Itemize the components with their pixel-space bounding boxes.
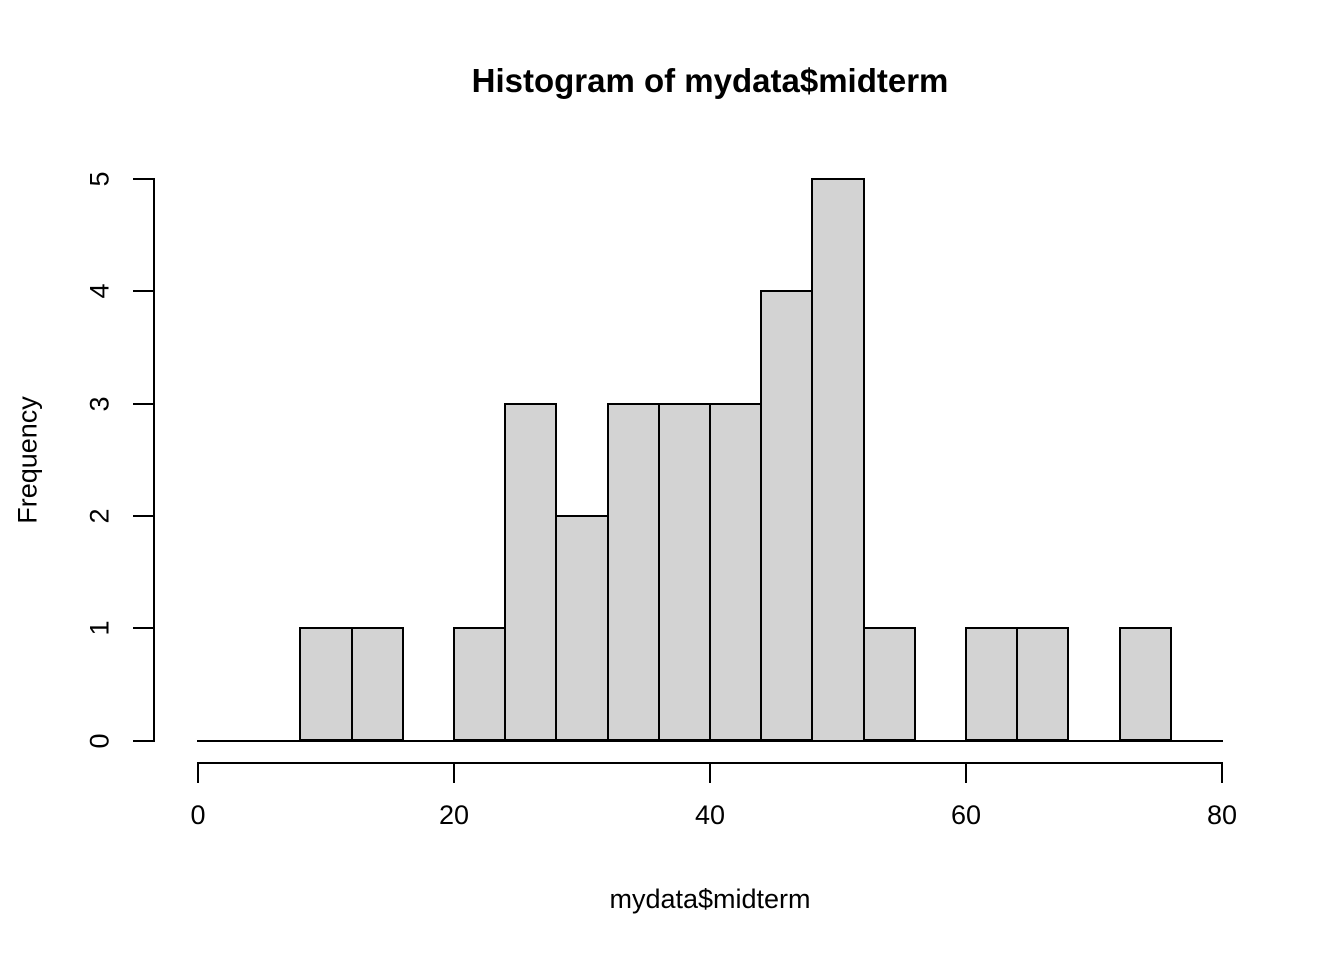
histogram-bar	[709, 402, 763, 742]
y-tick	[133, 402, 153, 405]
x-tick	[453, 762, 455, 783]
x-tick	[709, 762, 711, 783]
y-tick-label: 5	[84, 171, 115, 187]
x-tick-label: 80	[1206, 800, 1238, 830]
histogram-bar	[606, 402, 660, 742]
y-tick-label: 2	[84, 508, 115, 524]
histogram-bar	[299, 627, 353, 742]
baseline	[197, 739, 1223, 742]
y-axis-line	[153, 178, 155, 742]
histogram-bar	[657, 402, 711, 742]
histogram-bar	[1016, 627, 1070, 742]
histogram-bar	[453, 627, 507, 742]
histogram-bar	[555, 514, 609, 742]
x-tick-label: 0	[190, 800, 206, 830]
y-tick-label: 3	[84, 396, 115, 412]
y-tick	[133, 514, 153, 517]
y-tick-label: 0	[84, 732, 115, 749]
x-tick	[965, 762, 967, 783]
histogram-bar	[1118, 627, 1172, 742]
x-tick-label: 20	[438, 800, 470, 830]
histogram-bar	[811, 178, 865, 742]
chart-title: Histogram of mydata$midterm	[471, 62, 949, 99]
x-tick	[197, 762, 199, 783]
histogram-bar	[965, 627, 1019, 742]
histogram-bar	[862, 627, 916, 742]
y-tick-label: 1	[84, 620, 115, 636]
y-tick-label: 4	[84, 283, 115, 299]
histogram-bar	[350, 627, 404, 742]
histogram-bar	[760, 290, 814, 742]
x-tick-label: 40	[694, 800, 726, 830]
x-tick-label: 60	[950, 800, 982, 830]
histogram-bar	[504, 402, 558, 742]
x-tick	[1221, 762, 1223, 783]
y-tick	[133, 178, 153, 180]
y-tick	[133, 739, 153, 742]
x-axis-title: mydata$midterm	[609, 884, 811, 914]
y-tick	[133, 627, 153, 630]
y-axis-title: Frequency	[12, 396, 43, 524]
y-tick	[133, 290, 153, 293]
